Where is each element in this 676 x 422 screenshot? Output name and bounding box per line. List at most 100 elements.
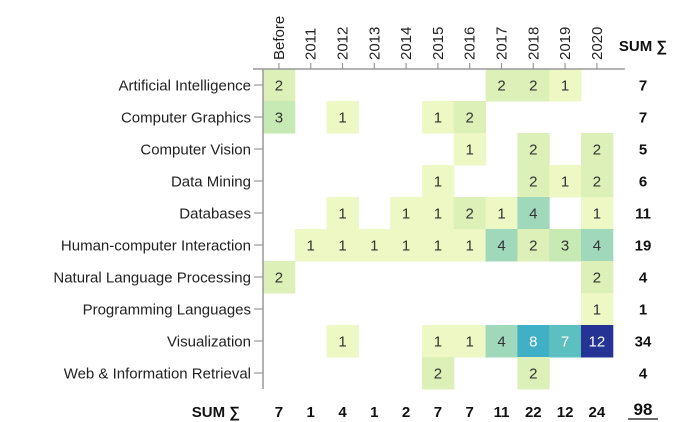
row-sum: 4: [639, 270, 648, 287]
row-label: Web & Information Retrieval: [64, 366, 251, 383]
column-sum: 2: [402, 404, 410, 421]
heatmap-cell: [294, 229, 328, 262]
heatmap-cell: [263, 69, 296, 102]
heatmap-cell: [485, 197, 518, 230]
heatmap-cell: [422, 165, 455, 198]
heatmap-cell: [453, 229, 487, 262]
column-label: 2014: [398, 27, 415, 60]
cell-value: 1: [307, 238, 315, 255]
heatmap-cell: [263, 261, 296, 294]
cell-value: 1: [370, 238, 378, 255]
heatmap-cell: [581, 165, 614, 198]
cell-value: 1: [561, 78, 569, 95]
column-sum: 22: [525, 404, 542, 421]
heatmap-cell: [517, 229, 550, 262]
cell-value: 2: [593, 270, 601, 287]
row-sum: 4: [639, 366, 648, 383]
heatmap-cell: [517, 165, 550, 198]
cell-value: 2: [593, 142, 601, 159]
cell-value: 1: [402, 238, 410, 255]
heatmap-cell: [326, 229, 359, 262]
cell-value: 2: [529, 78, 537, 95]
cell-value: 3: [275, 110, 283, 127]
column-sum: 7: [434, 404, 442, 421]
column-label: 2016: [462, 27, 479, 60]
cell-value: 2: [275, 270, 283, 287]
cell-value: 2: [275, 78, 283, 95]
cell-value: 2: [529, 238, 537, 255]
cell-value: 1: [497, 206, 505, 223]
cell-value: 1: [434, 174, 442, 191]
cell-value: 4: [497, 334, 505, 351]
heatmap-cell: [390, 197, 423, 230]
row-sum: 34: [635, 334, 652, 351]
heatmap-cell: [517, 133, 550, 166]
heatmap-cell: [517, 197, 550, 230]
cell-value: 1: [466, 334, 474, 351]
heatmap-cell: [422, 325, 455, 358]
heatmap-cell: [549, 165, 582, 198]
heatmap-cell: [485, 229, 518, 262]
column-sum: 1: [307, 404, 315, 421]
row-sum: 1: [639, 302, 647, 319]
heatmap-cell: [326, 197, 359, 230]
cell-value: 1: [338, 110, 346, 127]
cell-value: 2: [529, 142, 537, 159]
grand-total: 98: [634, 400, 653, 419]
column-sum: 7: [466, 404, 474, 421]
cell-value: 1: [466, 238, 474, 255]
row-label: Programming Languages: [83, 302, 251, 319]
cell-value: 2: [466, 110, 474, 127]
heatmap-cell: [549, 229, 582, 262]
cell-value: 1: [434, 110, 442, 127]
column-sum: 11: [494, 404, 510, 421]
heatmap-cell: [581, 261, 614, 294]
column-label: 2012: [335, 27, 352, 60]
cell-value: 8: [529, 334, 537, 351]
cell-value: 4: [529, 206, 537, 223]
column-label: 2017: [494, 27, 511, 60]
row-label: Artificial Intelligence: [118, 78, 251, 95]
heatmap-cell: [453, 325, 487, 358]
cell-value: 1: [434, 206, 442, 223]
column-sum: 1: [370, 404, 378, 421]
heatmap-cell: [549, 325, 582, 358]
column-sum: 12: [557, 404, 574, 421]
column-sum: 7: [275, 404, 283, 421]
row-label: Natural Language Processing: [53, 270, 251, 287]
heatmap-cell: [485, 325, 518, 358]
cell-value: 1: [434, 238, 442, 255]
cell-value: 1: [593, 302, 601, 319]
heatmap-cell: [453, 101, 487, 134]
sum-column-header: SUM ∑: [619, 38, 667, 55]
heatmap-cell: [422, 101, 455, 134]
heatmap-cell: [453, 197, 487, 230]
cell-value: 1: [561, 174, 569, 191]
heatmap-cell: [263, 101, 296, 134]
heatmap-cell: [581, 133, 614, 166]
heatmap-cell: [453, 133, 487, 166]
row-sum: 19: [635, 238, 652, 255]
column-label: 2011: [303, 28, 320, 60]
heatmap-cell: [517, 325, 550, 358]
cell-value: 1: [593, 206, 601, 223]
cell-value: 1: [402, 206, 410, 223]
cell-value: 2: [434, 366, 442, 383]
heatmap-cell: [358, 229, 391, 262]
row-label: Data Mining: [171, 174, 251, 191]
heatmap-cell: [422, 229, 455, 262]
cell-value: 4: [497, 238, 505, 255]
cell-value: 2: [529, 366, 537, 383]
heatmap-cell: [422, 357, 455, 390]
row-label: Visualization: [167, 334, 251, 351]
heatmap-cell: [390, 229, 423, 262]
cell-value: 1: [434, 334, 442, 351]
row-label: Databases: [179, 206, 251, 223]
cell-value: 12: [589, 334, 606, 351]
cell-value: 1: [338, 238, 346, 255]
cell-value: 2: [593, 174, 601, 191]
column-label: Before: [271, 16, 288, 60]
cell-value: 3: [561, 238, 569, 255]
row-sum: 7: [639, 110, 647, 127]
